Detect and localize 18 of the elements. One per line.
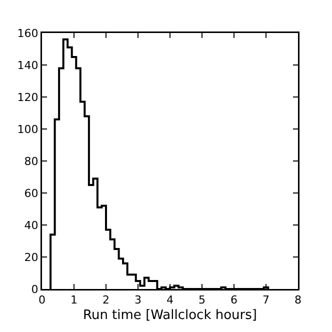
y-tick-label: 40 bbox=[24, 218, 38, 232]
y-tick-label: 140 bbox=[17, 58, 38, 72]
x-tick-label: 1 bbox=[70, 294, 78, 307]
y-tick-label: 0 bbox=[31, 282, 38, 296]
y-tick-label: 120 bbox=[17, 90, 38, 104]
x-tick-label: 6 bbox=[230, 294, 238, 307]
x-tick-label: 5 bbox=[198, 294, 206, 307]
y-tick-label: 160 bbox=[17, 26, 38, 40]
y-tick-label: 60 bbox=[24, 186, 38, 200]
x-axis-title: Run time [Wallclock hours] bbox=[83, 308, 257, 324]
y-tick-label: 100 bbox=[17, 122, 38, 136]
x-tick-label: 8 bbox=[294, 294, 302, 307]
y-tick-label: 20 bbox=[24, 250, 38, 264]
x-tick-label: 7 bbox=[262, 294, 270, 307]
x-tick-label: 4 bbox=[166, 294, 174, 307]
x-tick-label: 3 bbox=[134, 294, 142, 307]
y-tick-label: 80 bbox=[24, 154, 38, 168]
x-tick-label: 2 bbox=[102, 294, 110, 307]
